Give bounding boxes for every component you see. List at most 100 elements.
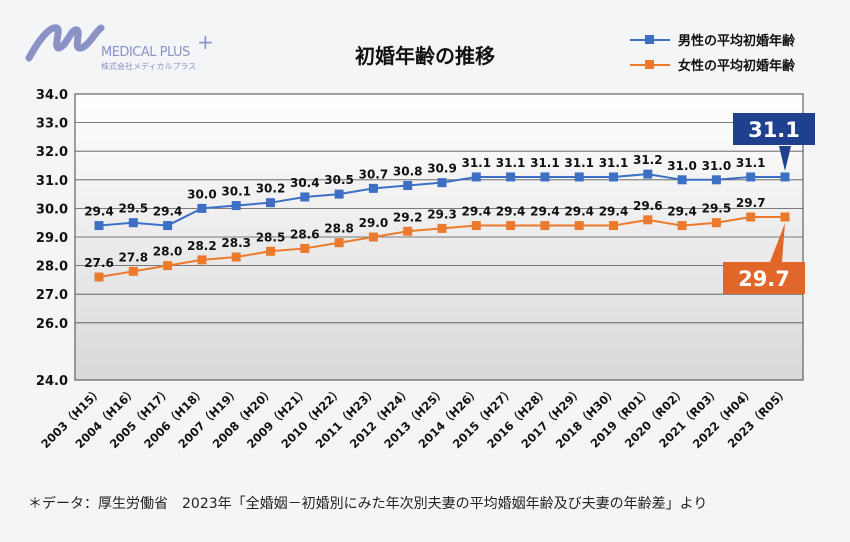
y-tick-label: 32.0: [36, 145, 68, 160]
data-point: [368, 183, 378, 193]
data-label: 31.1: [461, 156, 491, 170]
data-point: [643, 215, 653, 225]
legend-swatch-male: [630, 34, 670, 44]
data-point: [780, 212, 790, 222]
data-label: 29.4: [667, 205, 697, 219]
data-label: 30.5: [324, 173, 354, 187]
data-point: [266, 198, 275, 208]
data-label: 31.0: [667, 159, 697, 173]
data-label: 29.4: [530, 205, 560, 219]
data-label: 29.4: [496, 205, 526, 219]
data-label: 29.2: [393, 210, 423, 224]
data-point: [163, 261, 173, 271]
data-point: [506, 172, 516, 182]
data-label: 30.7: [359, 167, 389, 181]
data-point: [609, 172, 618, 182]
data-point: [711, 218, 721, 228]
data-label: 29.6: [633, 199, 663, 213]
callout-box: [723, 262, 805, 294]
data-point: [94, 221, 104, 231]
data-point: [403, 226, 413, 236]
data-label: 31.1: [599, 156, 629, 170]
data-point: [231, 201, 241, 211]
data-point: [574, 172, 584, 182]
data-point: [334, 189, 344, 199]
data-label: 29.5: [118, 202, 148, 216]
data-point: [128, 266, 138, 276]
data-point: [471, 221, 481, 231]
data-point: [643, 169, 653, 179]
data-point: [163, 221, 173, 231]
logo-name: MEDICAL PLUS: [101, 45, 190, 60]
data-label: 29.4: [599, 205, 629, 219]
y-tick-label: 33.0: [36, 117, 68, 132]
data-label: 29.4: [564, 205, 594, 219]
y-tick-label: 31.0: [36, 174, 68, 189]
y-tick-label: 24.0: [36, 374, 68, 389]
data-label: 30.2: [256, 182, 286, 196]
data-label: 30.1: [221, 185, 251, 199]
legend-label-male: 男性の平均初婚年齢: [678, 34, 796, 49]
data-point: [506, 221, 516, 231]
data-point: [334, 238, 344, 248]
y-tick-label: 26.0: [36, 317, 68, 332]
data-label: 28.5: [256, 230, 286, 244]
legend-item-female: 女性の平均初婚年齢: [630, 55, 795, 74]
logo-sub: 株式会社メディカルプラス: [101, 62, 197, 71]
data-label: 28.8: [324, 222, 354, 236]
data-label: 28.2: [187, 239, 217, 253]
chart-title: 初婚年齢の推移: [355, 44, 495, 68]
y-tick-label: 27.0: [36, 288, 68, 303]
callout-value: 31.1: [748, 118, 800, 142]
data-label: 29.4: [153, 205, 183, 219]
data-label: 31.1: [530, 156, 560, 170]
data-point: [746, 212, 756, 222]
data-point: [471, 172, 481, 182]
data-label: 27.6: [84, 256, 114, 270]
data-point: [300, 192, 310, 202]
data-label: 29.5: [702, 202, 732, 216]
data-point: [368, 232, 378, 242]
logo-mark-icon: [25, 24, 105, 62]
data-point: [574, 221, 584, 231]
data-label: 30.8: [393, 165, 423, 179]
y-tick-label: 34.0: [36, 88, 68, 103]
data-point: [746, 172, 756, 182]
callout-pointer: [770, 222, 785, 262]
data-point: [677, 175, 687, 185]
data-label: 29.4: [84, 205, 114, 219]
y-tick-label: 28.0: [36, 260, 68, 275]
data-point: [677, 221, 687, 231]
data-label: 29.0: [359, 216, 389, 230]
data-label: 31.0: [702, 159, 732, 173]
data-point: [711, 175, 721, 185]
callout-pointer: [779, 146, 791, 171]
data-label: 31.2: [633, 153, 663, 167]
data-label: 28.6: [290, 227, 320, 241]
data-point: [300, 243, 310, 253]
data-point: [197, 203, 207, 213]
data-label: 28.0: [153, 245, 183, 259]
data-label: 30.0: [187, 187, 217, 201]
data-label: 28.3: [221, 236, 251, 250]
data-label: 30.4: [290, 176, 320, 190]
data-point: [266, 246, 275, 256]
data-point: [540, 221, 550, 231]
x-tick-label: 2023（R05）: [725, 384, 791, 450]
callout-value: 29.7: [738, 267, 790, 291]
data-point: [437, 223, 447, 233]
data-point: [780, 172, 790, 182]
legend-label-female: 女性の平均初婚年齢: [678, 59, 796, 74]
data-label: 31.1: [564, 156, 594, 170]
logo-plus: +: [197, 30, 214, 54]
y-tick-label: 29.0: [36, 231, 68, 246]
data-label: 29.7: [736, 196, 766, 210]
legend-swatch-female: [630, 59, 670, 69]
legend-item-male: 男性の平均初婚年齢: [630, 30, 795, 49]
data-point: [540, 172, 550, 182]
data-label: 31.1: [496, 156, 526, 170]
callout-box: [733, 113, 815, 145]
data-label: 30.9: [427, 162, 457, 176]
data-point: [403, 181, 413, 191]
